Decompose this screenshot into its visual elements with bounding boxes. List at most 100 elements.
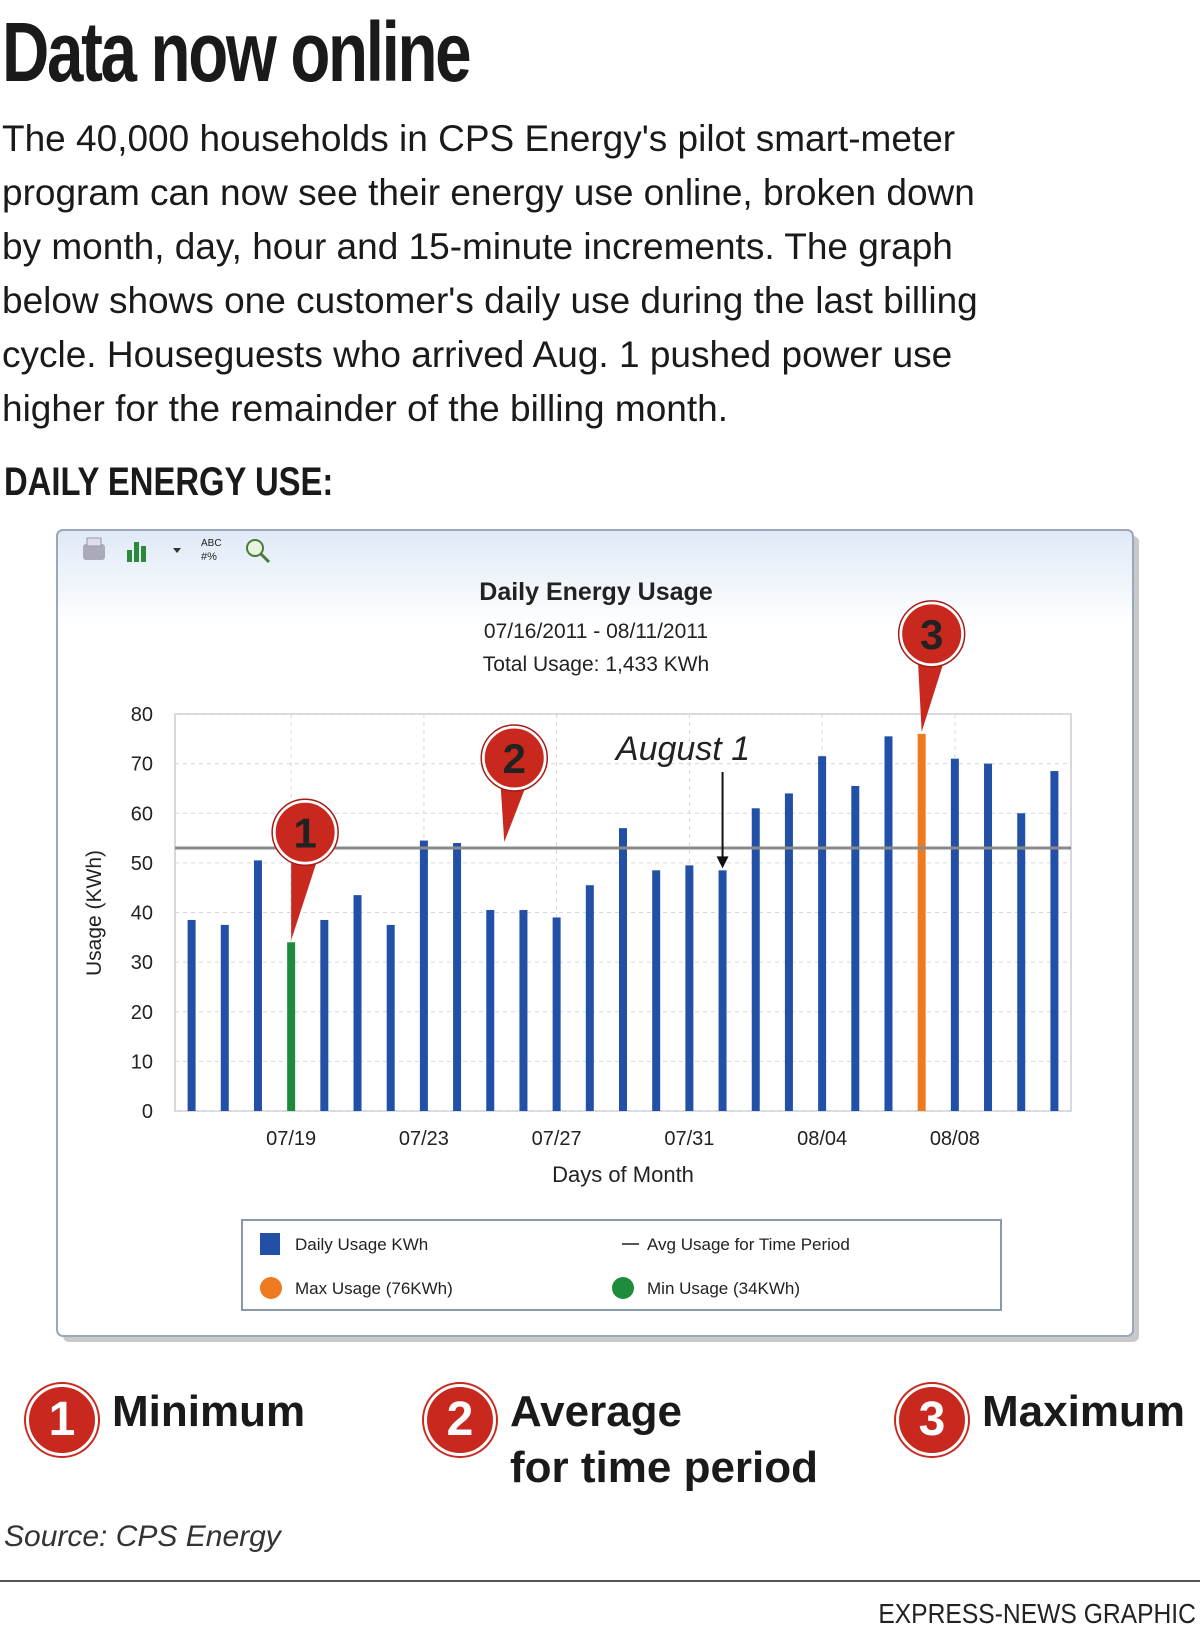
y-tick-label: 70 [131,754,153,776]
bar [685,865,694,1111]
callout-circle [272,799,338,865]
section-label: DAILY ENERGY USE: [4,460,334,504]
bar [1017,813,1026,1111]
bar [718,870,727,1111]
bar [950,758,959,1111]
y-tick-label: 30 [131,952,153,974]
bar [486,910,495,1111]
y-tick-label: 60 [131,803,153,825]
bar [652,870,661,1111]
intro-line: program can now see their energy use onl… [2,172,975,213]
chart-icon-bar [134,542,139,562]
legend-label: Min Usage (34KWh) [647,1279,800,1298]
callout: 3 [897,600,966,732]
intro-line: cycle. Houseguests who arrived Aug. 1 pu… [2,334,953,375]
print-icon-paper [86,537,102,547]
x-tick-label: 08/08 [930,1128,980,1150]
legend-swatch [260,1233,280,1255]
key-item: 1 Minimum [26,1384,305,1456]
intro-line: higher for the remainder of the billing … [2,388,729,429]
x-tick-label: 08/04 [797,1128,847,1150]
key-label-line: Minimum [112,1387,306,1436]
callout-ring [480,724,549,792]
bar [884,736,893,1111]
key-number: 2 [424,1384,496,1456]
callout-number: 1 [293,809,316,856]
y-tick-label: 0 [142,1101,153,1123]
key-item: 3 Maximum [896,1384,1185,1456]
bar [1050,771,1059,1111]
key-number: 1 [26,1384,98,1456]
callout-circle [899,601,965,667]
bar [187,919,196,1111]
bar [386,924,395,1111]
chart-total: Total Usage: 1,433 KWh [483,653,709,676]
callout-tail [500,779,529,842]
x-tick-label: 07/31 [664,1128,714,1150]
chart-icon[interactable] [127,550,132,562]
label-icon[interactable]: ABC [201,538,222,549]
chart: ABC #% Daily Energy Usage 07/16/2011 - 0… [56,529,1139,1342]
bar [751,808,760,1111]
x-axis-title: Days of Month [552,1162,694,1187]
bar [784,793,793,1111]
y-tick-label: 10 [131,1051,153,1073]
chart-title: Daily Energy Usage [479,578,713,606]
key-label-line: Average [510,1387,683,1436]
bar [519,910,528,1111]
y-axis-title: Usage (KWh) [83,850,106,976]
annotation-arrowhead [716,856,729,869]
bar [287,942,296,1111]
callout-ring [271,798,339,867]
callout-circle [481,725,547,791]
toolbar: ABC #% [83,537,271,564]
y-tick-label: 20 [131,1002,153,1024]
intro: The 40,000 households in CPS Energy's pi… [2,112,978,436]
key-label: Average for time period [510,1384,818,1496]
zoom-icon[interactable] [246,539,264,557]
bar [818,756,827,1111]
bar [353,895,362,1111]
key-label-line: Maximum [982,1387,1185,1436]
callout-ring [897,600,966,668]
bar [619,828,627,1111]
key-label: Minimum [112,1384,305,1440]
bar [851,785,860,1111]
bar [253,860,262,1111]
callout: 2 [480,724,549,842]
label-icon-sub: #% [201,551,217,563]
y-tick-label: 40 [131,903,153,925]
intro-line: by month, day, hour and 15-minute increm… [2,226,953,267]
legend-label: Avg Usage for Time Period [647,1235,850,1254]
bar [984,763,993,1111]
legend-marker [260,1277,282,1299]
key-label: Maximum [982,1384,1185,1440]
bar [585,885,594,1111]
bar [552,917,561,1111]
intro-line: The 40,000 households in CPS Energy's pi… [2,118,956,159]
zoom-icon-handle [259,552,271,564]
bar [419,840,428,1111]
rule [0,1580,1200,1582]
x-tick-label: 07/19 [266,1128,316,1150]
callout: 1 [271,798,339,941]
callout-number: 3 [920,611,943,658]
headline: Data now online [2,5,472,99]
bar [453,843,462,1111]
annotation: August 1 [614,730,750,768]
legend-marker [612,1277,634,1299]
chart-icon-bar [141,546,146,562]
source: Source: CPS Energy [4,1520,281,1553]
key-number: 3 [896,1384,968,1456]
callout-tail [291,854,320,941]
x-tick-label: 07/27 [532,1128,582,1150]
bar [320,919,329,1111]
chart-subtitle: 07/16/2011 - 08/11/2011 [484,620,708,643]
dropdown-icon[interactable] [173,548,181,553]
intro-line: below shows one customer's daily use dur… [2,280,978,321]
print-icon[interactable] [83,544,105,560]
callout-number: 2 [503,735,526,782]
bar [917,733,926,1111]
key-label-line: for time period [510,1443,819,1492]
